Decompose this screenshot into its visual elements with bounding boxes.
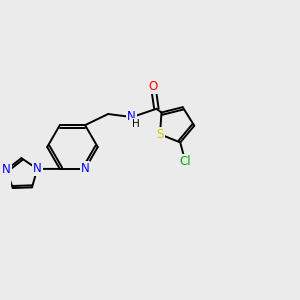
Text: N: N	[81, 162, 89, 176]
Text: O: O	[149, 80, 158, 93]
Text: Cl: Cl	[179, 155, 190, 168]
Text: H: H	[132, 119, 140, 129]
Text: N: N	[2, 164, 11, 176]
Text: S: S	[156, 128, 164, 141]
Text: N: N	[33, 162, 42, 176]
Text: N: N	[127, 110, 136, 124]
